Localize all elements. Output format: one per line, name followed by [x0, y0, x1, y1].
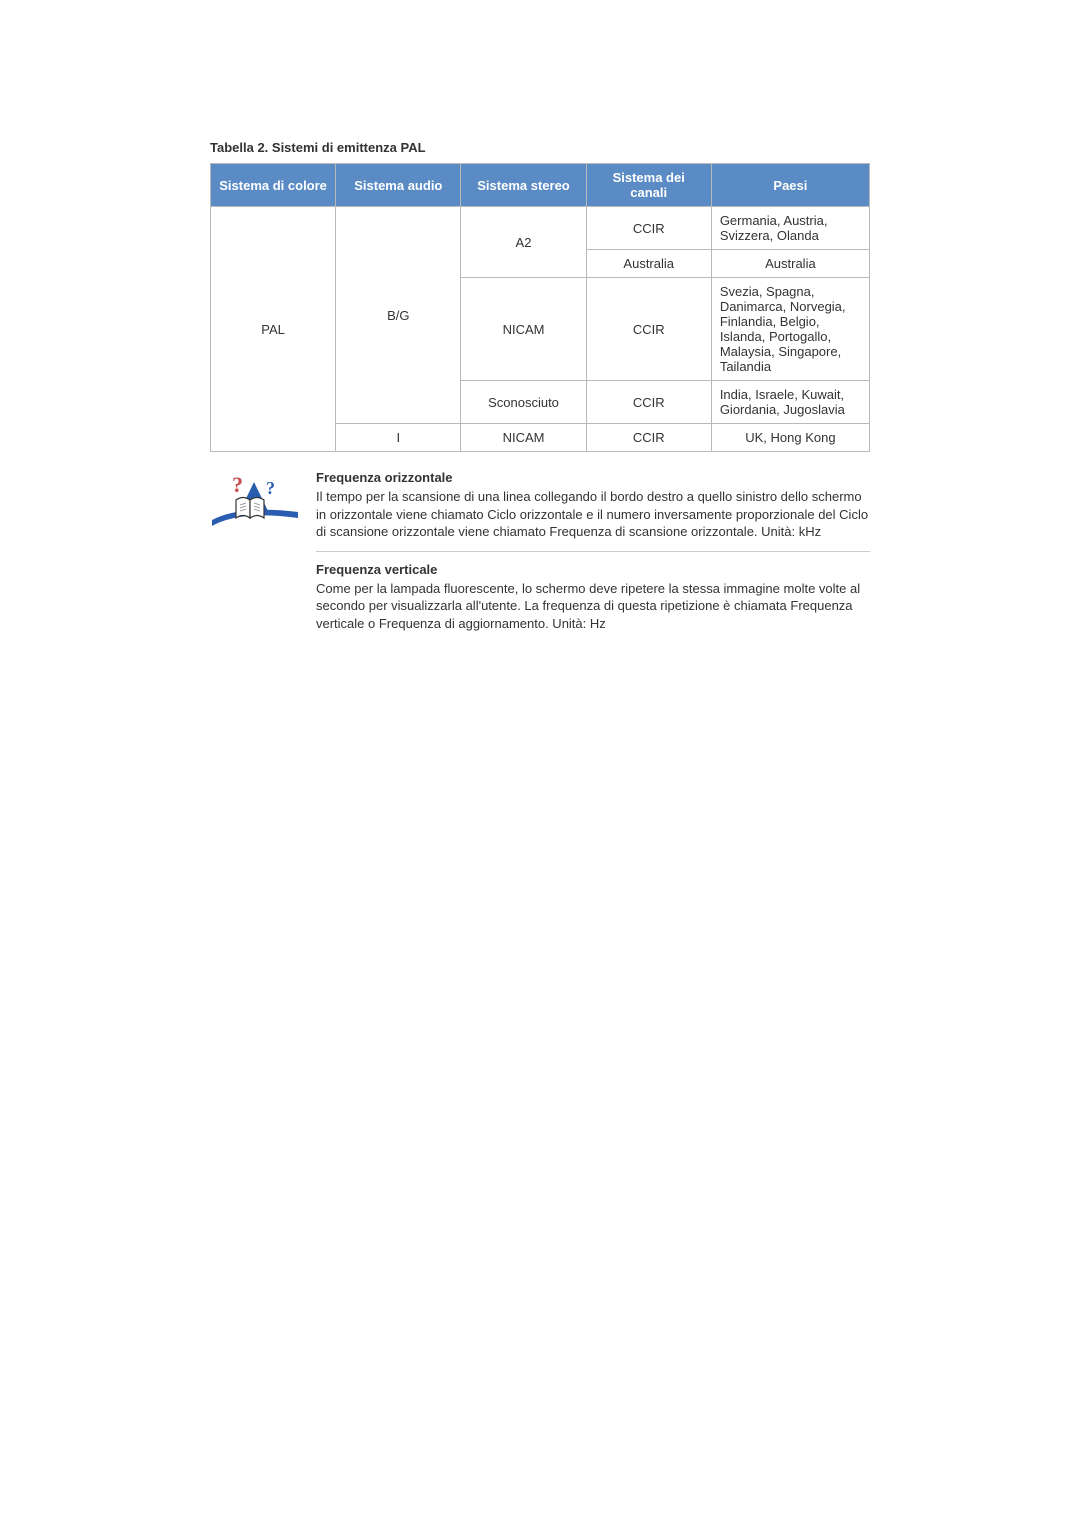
cell-countries: Svezia, Spagna, Danimarca, Norvegia, Fin… [711, 278, 869, 381]
info-body: Il tempo per la scansione di una linea c… [316, 488, 870, 541]
info-block-vertical: Frequenza verticale Come per la lampada … [316, 562, 870, 643]
cell-audio-bg: B/G [336, 207, 461, 424]
cell-channel: CCIR [586, 278, 711, 381]
cell-channel: Australia [586, 250, 711, 278]
col-audio-system: Sistema audio [336, 164, 461, 207]
cell-color-system: PAL [211, 207, 336, 452]
svg-text:?: ? [232, 472, 243, 497]
cell-channel: CCIR [586, 207, 711, 250]
info-text-container: Frequenza orizzontale Il tempo per la sc… [316, 470, 870, 652]
cell-countries: India, Israele, Kuwait, Giordania, Jugos… [711, 381, 869, 424]
info-block-horizontal: Frequenza orizzontale Il tempo per la sc… [316, 470, 870, 552]
cell-channel: CCIR [586, 381, 711, 424]
cell-stereo-nicam: NICAM [461, 278, 586, 381]
info-heading: Frequenza orizzontale [316, 470, 870, 485]
table-title: Tabella 2. Sistemi di emittenza PAL [210, 140, 870, 155]
info-body: Come per la lampada fluorescente, lo sch… [316, 580, 870, 633]
col-stereo-system: Sistema stereo [461, 164, 586, 207]
cell-countries: Germania, Austria, Svizzera, Olanda [711, 207, 869, 250]
col-color-system: Sistema di colore [211, 164, 336, 207]
info-heading: Frequenza verticale [316, 562, 870, 577]
pal-emission-table: Sistema di colore Sistema audio Sistema … [210, 163, 870, 452]
col-countries: Paesi [711, 164, 869, 207]
col-channel-system: Sistema dei canali [586, 164, 711, 207]
cell-stereo-nicam: NICAM [461, 424, 586, 452]
cell-stereo-unknown: Sconosciuto [461, 381, 586, 424]
table-header-row: Sistema di colore Sistema audio Sistema … [211, 164, 870, 207]
table-row: PAL B/G A2 CCIR Germania, Austria, Svizz… [211, 207, 870, 250]
cell-countries: UK, Hong Kong [711, 424, 869, 452]
svg-text:?: ? [266, 478, 275, 498]
cell-channel: CCIR [586, 424, 711, 452]
info-section: ? ? Frequenza orizzontale Il tempo per l… [210, 470, 870, 652]
cell-audio-i: I [336, 424, 461, 452]
cell-stereo-a2: A2 [461, 207, 586, 278]
cell-countries: Australia [711, 250, 869, 278]
info-book-icon: ? ? [210, 470, 300, 530]
